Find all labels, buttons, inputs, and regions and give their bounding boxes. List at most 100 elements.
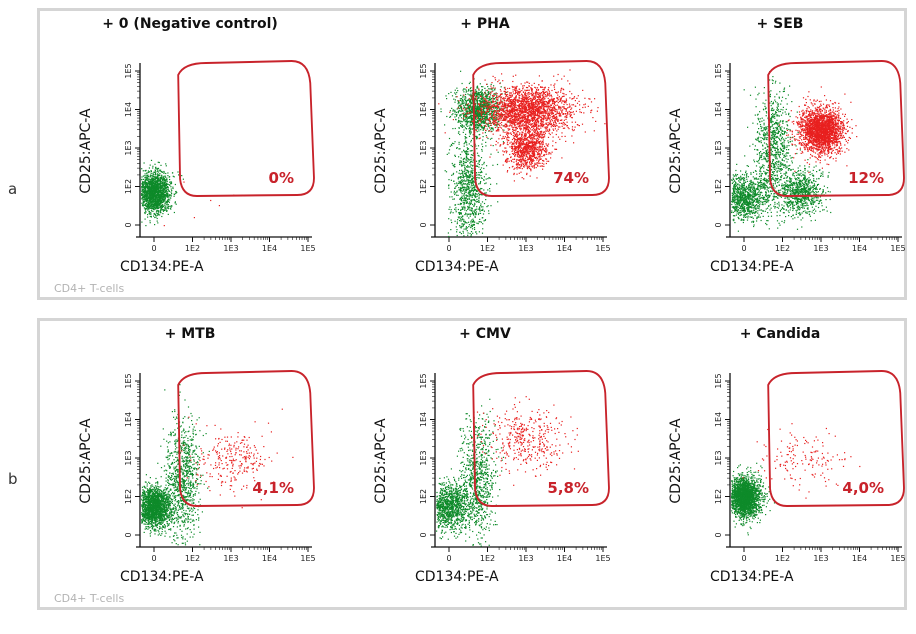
event-dot: [492, 164, 494, 166]
event-dot: [158, 169, 160, 171]
event-dot: [467, 148, 469, 150]
event-dot: [171, 190, 173, 192]
event-dot: [148, 190, 151, 192]
event-dot: [480, 157, 483, 159]
event-dot: [546, 103, 548, 105]
event-dot: [491, 137, 493, 139]
event-dot: [468, 176, 470, 178]
event-dot: [485, 173, 487, 175]
event-dot: [492, 145, 494, 147]
event-dot: [451, 162, 453, 165]
event-dot: [475, 145, 477, 147]
event-dot: [500, 108, 502, 110]
event-dot: [165, 178, 167, 181]
event-dot: [461, 82, 463, 85]
event-dot: [459, 114, 461, 116]
event-dot: [166, 186, 169, 188]
event-dot: [167, 204, 169, 206]
event-dot: [494, 105, 496, 107]
event-dot: [467, 183, 469, 185]
event-dot: [158, 202, 160, 204]
event-dot: [464, 119, 466, 121]
event-dot: [460, 179, 462, 181]
event-dot: [511, 85, 513, 88]
event-dot: [483, 179, 485, 181]
event-dot: [584, 97, 586, 99]
event-dot: [475, 90, 477, 92]
event-dot: [164, 194, 166, 197]
event-dot: [546, 127, 548, 129]
event-dot: [553, 129, 555, 131]
event-dot: [456, 234, 458, 237]
event-dot: [152, 196, 154, 198]
event-dot: [496, 163, 499, 166]
event-dot: [494, 77, 496, 79]
event-dot: [475, 123, 477, 126]
event-dot: [497, 112, 499, 114]
event-dot: [492, 90, 494, 92]
event-dot: [521, 109, 523, 111]
event-dot: [506, 108, 508, 110]
event-dot: [471, 150, 473, 152]
event-dot: [462, 215, 464, 217]
event-dot: [154, 216, 156, 219]
event-dot: [485, 95, 487, 97]
event-dot: [161, 193, 163, 195]
event-dot: [552, 125, 554, 127]
event-dot: [492, 87, 494, 89]
event-dot: [475, 109, 477, 112]
event-dot: [571, 117, 573, 119]
event-dot: [450, 91, 452, 93]
event-dot: [462, 230, 464, 232]
event-dot: [467, 170, 469, 172]
event-dot: [469, 162, 471, 164]
event-dot: [161, 198, 163, 200]
event-dot: [479, 182, 481, 184]
event-dot: [143, 183, 145, 185]
event-dot: [460, 188, 462, 190]
event-dot: [465, 202, 467, 204]
event-dot: [453, 180, 455, 182]
event-dot: [579, 111, 581, 113]
event-dot: [143, 207, 145, 209]
event-dots: [438, 69, 606, 238]
event-dot: [537, 92, 539, 94]
event-dot: [145, 198, 147, 200]
event-dot: [499, 110, 501, 112]
event-dot: [477, 122, 479, 124]
event-dot: [157, 200, 159, 202]
event-dot: [471, 225, 473, 228]
event-dot: [461, 101, 463, 103]
event-dot: [473, 199, 475, 201]
event-dot: [486, 97, 488, 99]
event-dot: [525, 90, 527, 92]
event-dot: [528, 127, 531, 129]
event-dot: [150, 181, 152, 183]
event-dot: [167, 187, 169, 189]
event-dot: [487, 124, 489, 126]
event-dot: [151, 178, 153, 180]
event-dot: [475, 97, 477, 99]
event-dot: [481, 86, 483, 88]
event-dot: [553, 105, 555, 107]
event-dot: [463, 194, 465, 196]
event-dot: [490, 116, 492, 118]
event-dot: [465, 101, 467, 103]
event-dot: [501, 109, 503, 112]
event-dot: [519, 123, 522, 125]
event-dot: [474, 194, 476, 196]
event-dot: [483, 202, 486, 205]
event-dot: [470, 109, 472, 111]
event-dot: [535, 103, 537, 106]
event-dot: [463, 161, 465, 163]
event-dot: [533, 107, 535, 109]
event-dot: [151, 183, 153, 185]
event-dot: [162, 201, 164, 203]
event-dot: [469, 191, 471, 193]
event-dot: [141, 186, 143, 188]
event-dot: [464, 142, 466, 144]
event-dot: [517, 90, 519, 92]
event-dot: [481, 89, 483, 91]
event-dot: [153, 183, 156, 185]
event-dot: [549, 95, 551, 97]
